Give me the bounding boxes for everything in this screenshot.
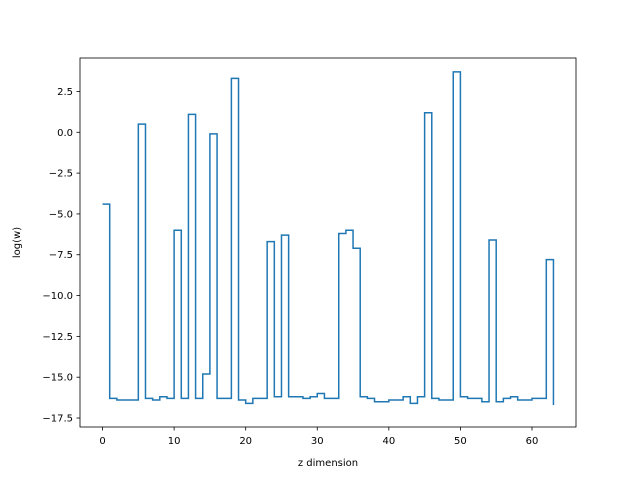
y-tick-label: 0.0 <box>57 128 73 139</box>
y-tick-label: −17.5 <box>42 414 73 425</box>
x-tick-label: 60 <box>526 436 539 447</box>
y-tick-label: −2.5 <box>49 169 73 180</box>
x-tick-label: 50 <box>454 436 467 447</box>
x-tick-label: 20 <box>239 436 252 447</box>
series-line <box>102 71 555 405</box>
x-tick-label: 0 <box>99 436 105 447</box>
x-tick-label: 30 <box>311 436 324 447</box>
y-tick-label: −10.0 <box>42 291 73 302</box>
y-tick-label: −5.0 <box>49 209 73 220</box>
y-axis-label: log(w) <box>12 227 23 258</box>
x-axis-ticks: 0 10 20 30 40 50 60 <box>99 427 538 447</box>
y-tick-label: 2.5 <box>57 87 73 98</box>
y-tick-label: −12.5 <box>42 332 73 343</box>
y-tick-label: −15.0 <box>42 373 73 384</box>
plot-frame <box>79 57 577 428</box>
y-axis-ticks: 2.5 0.0 −2.5 −5.0 −7.5 −10.0 −12.5 −15.0 −17.5 <box>42 87 80 425</box>
x-tick-label: 40 <box>382 436 395 447</box>
x-axis-label: z dimension <box>298 458 358 469</box>
x-tick-label: 10 <box>168 436 181 447</box>
plot-layer <box>102 71 555 405</box>
y-tick-label: −7.5 <box>49 250 73 261</box>
